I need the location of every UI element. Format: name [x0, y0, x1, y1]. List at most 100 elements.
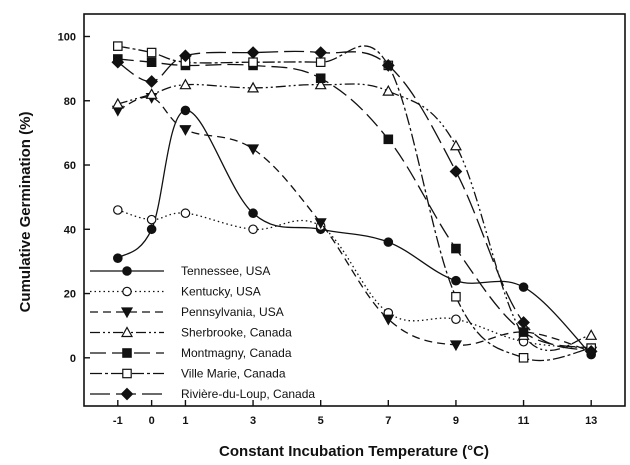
x-tick-label: -1: [113, 415, 123, 427]
legend-entry: Ville Marie, Canada: [90, 367, 286, 381]
series-0: [113, 105, 596, 360]
legend-marker: [122, 266, 132, 276]
series-line: [117, 50, 592, 353]
legend-label: Sherbrooke, Canada: [181, 326, 292, 340]
legend: Tennessee, USA Kentucky, USA Pennsylvania,…: [90, 264, 315, 401]
data-point: [111, 55, 125, 69]
data-point: [179, 125, 192, 136]
x-axis-title: Constant Incubation Temperature (°C): [219, 443, 489, 460]
series-line: [117, 58, 592, 349]
data-point: [518, 327, 529, 337]
data-point: [248, 57, 258, 67]
data-point: [113, 205, 123, 215]
series-line: [117, 45, 592, 362]
data-point: [145, 75, 158, 88]
data-point: [381, 59, 395, 72]
legend-marker: [120, 307, 134, 319]
data-point: [518, 282, 529, 292]
legend-entry: Pennsylvania, USA: [90, 305, 284, 319]
data-point: [113, 253, 123, 263]
data-point: [248, 208, 258, 219]
data-point: [451, 291, 461, 302]
legend-marker: [120, 387, 134, 401]
data-point: [315, 57, 326, 67]
data-point: [314, 46, 328, 59]
legend-entry: Sherbrooke, Canada: [90, 326, 292, 340]
legend-entry: Tennessee, USA: [90, 264, 270, 278]
y-tick-label: 100: [58, 31, 76, 43]
data-point: [146, 214, 157, 225]
data-point: [584, 345, 598, 358]
y-axis-title: Cumulative Germination (%): [17, 112, 34, 313]
legend-label: Montmagny, Canada: [181, 346, 292, 360]
data-point: [111, 97, 124, 109]
series-5: [113, 41, 596, 363]
legend-entry: Montmagny, Canada: [90, 346, 292, 360]
legend-marker: [122, 286, 132, 297]
data-point: [315, 73, 326, 84]
data-point: [449, 340, 462, 352]
legend-entry: Rivière-du-Loup, Canada: [90, 387, 315, 401]
data-point: [247, 144, 260, 156]
series-line: [117, 83, 592, 352]
legend-label: Pennsylvania, USA: [181, 305, 284, 319]
legend-entry: Kentucky, USA: [90, 285, 261, 299]
data-point: [382, 84, 395, 96]
x-tick-label: 5: [318, 415, 324, 427]
data-point: [146, 47, 157, 58]
data-point: [314, 218, 327, 230]
plot-frame: [83, 13, 626, 407]
x-tick-label: 13: [585, 415, 597, 427]
data-point: [180, 208, 191, 219]
series-line: [117, 209, 592, 349]
data-point: [113, 41, 123, 51]
data-point: [382, 314, 395, 326]
data-point: [247, 81, 260, 93]
y-tick-label: 20: [64, 289, 76, 301]
x-tick-label: 3: [250, 415, 256, 427]
data-point: [248, 224, 258, 235]
x-tick-label: 0: [149, 415, 155, 427]
data-point: [451, 314, 461, 325]
series-line: [117, 96, 592, 353]
x-tick-label: 7: [385, 415, 391, 427]
legend-marker: [120, 326, 134, 338]
data-point: [449, 165, 463, 178]
data-point: [180, 105, 191, 116]
y-axis: 0 20 40 60 80 100: [58, 31, 90, 365]
series-layer: [111, 41, 598, 363]
legend-label: Rivière-du-Loup, Canada: [181, 387, 315, 401]
data-point: [383, 134, 394, 145]
x-tick-label: 1: [182, 415, 188, 427]
data-point: [179, 78, 192, 90]
series-6: [111, 46, 598, 358]
data-point: [585, 329, 598, 340]
series-3: [111, 78, 598, 352]
legend-label: Tennessee, USA: [181, 264, 270, 278]
data-point: [314, 78, 327, 90]
x-tick-label: 11: [518, 415, 530, 427]
data-point: [451, 243, 461, 254]
legend-label: Kentucky, USA: [181, 285, 261, 299]
x-tick-label: 9: [453, 415, 459, 427]
data-point: [246, 46, 260, 59]
legend-marker: [122, 348, 132, 358]
y-tick-label: 40: [64, 224, 76, 236]
data-point: [179, 49, 192, 63]
series-line: [117, 109, 592, 356]
data-point: [449, 139, 462, 151]
y-tick-label: 0: [70, 353, 76, 365]
data-point: [146, 57, 157, 67]
x-axis: -1 0 1 3 5 7 9 11 13: [113, 400, 597, 427]
data-point: [145, 88, 158, 99]
data-point: [518, 353, 529, 363]
data-point: [517, 316, 530, 329]
legend-marker: [122, 368, 132, 379]
data-point: [383, 237, 394, 247]
data-point: [451, 275, 461, 286]
y-tick-label: 80: [64, 96, 76, 108]
data-point: [146, 224, 157, 235]
legend-label: Ville Marie, Canada: [181, 367, 286, 381]
y-tick-label: 60: [64, 160, 76, 172]
